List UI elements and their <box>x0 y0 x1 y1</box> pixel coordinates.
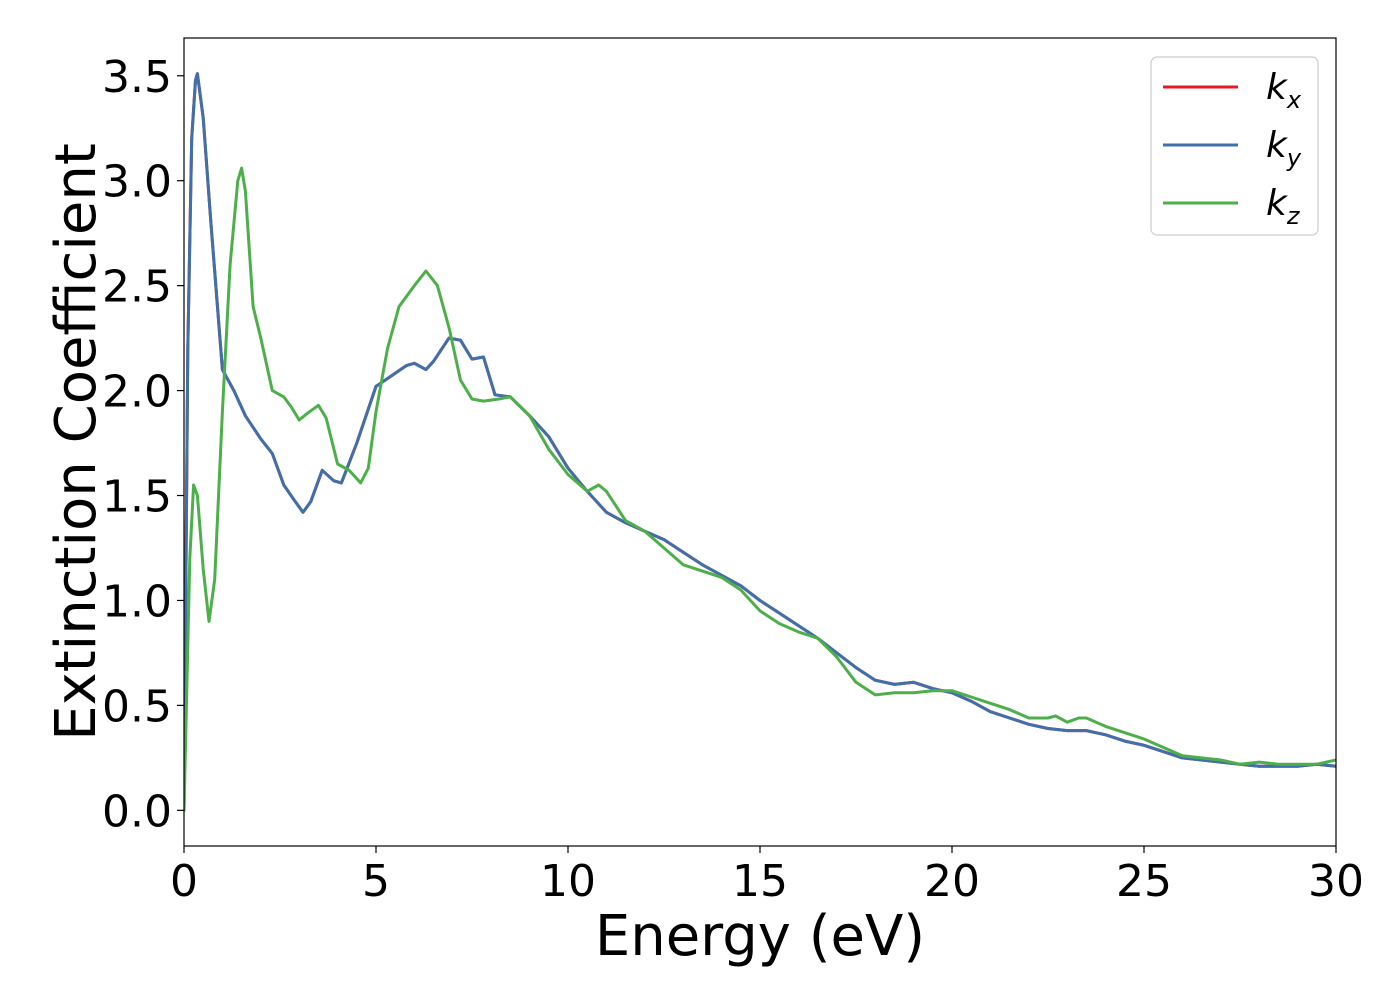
x-tick-label: 20 <box>924 856 980 907</box>
legend-label: ky <box>1266 125 1302 172</box>
y-axis-title: Extinction Coefficient <box>44 143 109 741</box>
legend-label-subscript: y <box>1286 144 1302 172</box>
series-layer <box>184 72 1336 812</box>
x-axis-title: Energy (eV) <box>595 904 925 969</box>
series-line-k-y <box>184 72 1336 812</box>
y-axis-ticks: 0.0 0.5 1.0 1.5 2.0 2.5 3.0 3.5 <box>102 52 184 837</box>
legend-label: kz <box>1266 183 1301 230</box>
x-tick-label: 5 <box>362 856 390 907</box>
x-axis-ticks: 0 5 10 15 20 25 30 <box>170 846 1364 907</box>
series-line-k-z <box>184 166 1336 812</box>
legend-label-subscript: z <box>1286 202 1301 230</box>
legend-label: kx <box>1266 67 1302 114</box>
legend-label-base: k <box>1266 183 1289 224</box>
x-tick-label: 15 <box>732 856 788 907</box>
y-tick-label: 1.0 <box>102 576 172 627</box>
x-tick-label: 30 <box>1308 856 1364 907</box>
y-tick-label: 0.0 <box>102 786 172 837</box>
x-tick-label: 25 <box>1116 856 1172 907</box>
legend-label-base: k <box>1266 67 1289 108</box>
legend-label-subscript: x <box>1286 86 1302 114</box>
y-tick-label: 1.5 <box>102 472 172 523</box>
x-tick-label: 0 <box>170 856 198 907</box>
y-tick-label: 0.5 <box>102 681 172 732</box>
y-tick-label: 2.0 <box>102 367 172 418</box>
y-tick-label: 2.5 <box>102 262 172 313</box>
y-tick-label: 3.5 <box>102 52 172 103</box>
y-tick-label: 3.0 <box>102 157 172 208</box>
x-tick-label: 10 <box>540 856 596 907</box>
legend-label-base: k <box>1266 125 1289 166</box>
